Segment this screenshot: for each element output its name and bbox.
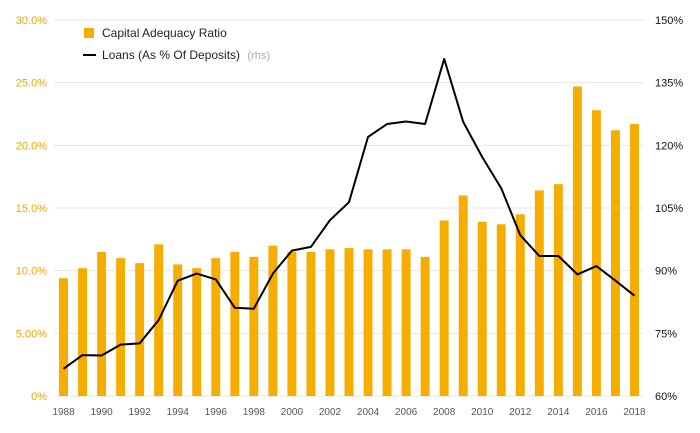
bar xyxy=(382,249,392,396)
y-right-tick-label: 120% xyxy=(655,140,683,152)
bar xyxy=(630,124,639,396)
y-right-tick-label: 90% xyxy=(655,266,677,278)
bar xyxy=(363,249,373,396)
y-left-tick-label: 0% xyxy=(31,391,47,403)
loans-line-layer xyxy=(62,57,636,370)
x-tick-label: 1990 xyxy=(90,407,113,418)
x-tick-label: 2006 xyxy=(395,407,418,418)
legend: Capital Adequacy Ratio Loans (As % Of De… xyxy=(83,26,270,62)
loans-line xyxy=(62,57,636,370)
y-left-tick-label: 30.0% xyxy=(16,15,47,27)
x-tick-label: 2012 xyxy=(509,407,532,418)
bar xyxy=(192,268,202,396)
bar xyxy=(553,184,563,396)
bar xyxy=(477,221,487,396)
bar xyxy=(515,214,525,396)
bar xyxy=(572,86,582,396)
bar xyxy=(325,249,335,396)
legend-label-loans-suffix: (rhs) xyxy=(247,50,270,62)
bar xyxy=(78,268,88,396)
bar xyxy=(439,220,449,396)
bar xyxy=(591,110,601,397)
bar xyxy=(306,251,316,396)
bar xyxy=(496,224,506,396)
bar xyxy=(116,258,126,396)
bar xyxy=(211,258,221,396)
bar xyxy=(173,264,183,396)
y-right-tick-label: 150% xyxy=(655,15,683,27)
x-tick-label: 2004 xyxy=(357,407,380,418)
bar xyxy=(534,190,544,396)
legend-label-loans: Loans (As % Of Deposits) (rhs) xyxy=(102,48,270,62)
bar xyxy=(420,256,430,396)
bar xyxy=(135,263,145,396)
x-tick-label: 1994 xyxy=(167,407,190,418)
x-tick-label: 2016 xyxy=(585,407,608,418)
bar xyxy=(59,278,68,396)
bar xyxy=(249,256,259,396)
legend-swatch-bar xyxy=(84,28,94,38)
x-tick-label: 2010 xyxy=(471,407,494,418)
y-right-tick-label: 105% xyxy=(655,203,683,215)
x-tick-label: 1992 xyxy=(129,407,152,418)
y-left-tick-label: 5.00% xyxy=(16,328,47,340)
x-tick-label: 1998 xyxy=(243,407,266,418)
x-tick-label: 2018 xyxy=(623,407,646,418)
y-left-tick-label: 10.0% xyxy=(16,266,47,278)
bar xyxy=(97,251,107,396)
y-right-tick-label: 60% xyxy=(655,391,677,403)
x-tick-label: 2002 xyxy=(319,407,342,418)
x-tick-label: 2014 xyxy=(547,407,570,418)
x-tick-label: 2000 xyxy=(281,407,304,418)
legend-label-capital-adequacy: Capital Adequacy Ratio xyxy=(102,26,227,40)
y-right-tick-label: 135% xyxy=(655,78,683,90)
y-left-tick-label: 15.0% xyxy=(16,203,47,215)
x-tick-label: 1996 xyxy=(205,407,228,418)
y-right-tick-label: 75% xyxy=(655,328,677,340)
y-left-tick-label: 20.0% xyxy=(16,140,47,152)
legend-label-loans-name: Loans (As % Of Deposits) xyxy=(102,48,240,62)
x-tick-label: 2008 xyxy=(433,407,456,418)
bar xyxy=(230,251,240,396)
x-tick-label: 1988 xyxy=(52,407,75,418)
axis-labels: 0% 60% 5.00% 75% 10.0% 90% 15.0% 105% 20.0% 120% 2… xyxy=(16,15,684,418)
y-left-tick-label: 25.0% xyxy=(16,78,47,90)
bar xyxy=(287,251,297,396)
bar xyxy=(401,249,411,396)
bar xyxy=(458,195,468,396)
capital-adequacy-bars xyxy=(59,86,639,397)
bar xyxy=(610,130,620,396)
bar xyxy=(268,245,278,396)
bar xyxy=(344,248,354,396)
